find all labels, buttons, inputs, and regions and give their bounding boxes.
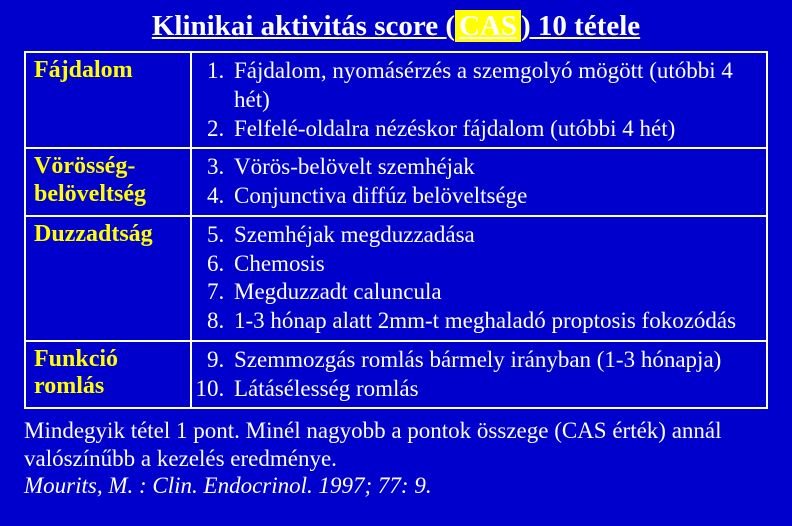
items-list: Vörös-belövelt szemhéjak Conjunctiva dif… — [200, 153, 760, 211]
list-item: 1-3 hónap alatt 2mm-t meghaladó proptosi… — [230, 307, 760, 336]
items-cell: Vörös-belövelt szemhéjak Conjunctiva dif… — [191, 148, 767, 216]
items-list: Fájdalom, nyomásérzés a szemgolyó mögött… — [200, 57, 760, 143]
list-item: Chemosis — [230, 250, 760, 279]
items-list: Szemmozgás romlás bármely irányban (1-3 … — [200, 346, 760, 404]
list-item: Megduzzadt caluncula — [230, 278, 760, 307]
list-item: Conjunctiva diffúz belöveltsége — [230, 182, 760, 211]
table-row: Duzzadtság Szemhéjak megduzzadása Chemos… — [25, 216, 767, 341]
footnote-citation: Mourits, M. : Clin. Endocrinol. 1997; 77… — [24, 473, 432, 498]
title-highlight: CAS — [455, 10, 521, 42]
items-list: Szemhéjak megduzzadása Chemosis Megduzza… — [200, 221, 760, 336]
cas-table: Fájdalom Fájdalom, nyomásérzés a szemgol… — [24, 51, 768, 409]
footnote-text: Mindegyik tétel 1 pont. Minél nagyobb a … — [24, 418, 722, 471]
category-cell: Funkció romlás — [25, 341, 191, 409]
title-post: ) 10 tétele — [521, 10, 640, 42]
list-item: Fájdalom, nyomásérzés a szemgolyó mögött… — [230, 57, 760, 115]
items-cell: Szemmozgás romlás bármely irányban (1-3 … — [191, 341, 767, 409]
list-item: Felfelé-oldalra nézéskor fájdalom (utóbb… — [230, 115, 760, 144]
table-row: Funkció romlás Szemmozgás romlás bármely… — [25, 341, 767, 409]
table-row: Vörösség-belöveltség Vörös-belövelt szem… — [25, 148, 767, 216]
list-item: Látásélesség romlás — [230, 375, 760, 404]
list-item: Szemmozgás romlás bármely irányban (1-3 … — [230, 346, 760, 375]
title-pre: Klinikai aktivitás score ( — [152, 10, 455, 42]
category-cell: Vörösség-belöveltség — [25, 148, 191, 216]
category-cell: Fájdalom — [25, 52, 191, 148]
list-item: Szemhéjak megduzzadása — [230, 221, 760, 250]
list-item: Vörös-belövelt szemhéjak — [230, 153, 760, 182]
table-row: Fájdalom Fájdalom, nyomásérzés a szemgol… — [25, 52, 767, 148]
items-cell: Szemhéjak megduzzadása Chemosis Megduzza… — [191, 216, 767, 341]
category-cell: Duzzadtság — [25, 216, 191, 341]
footnote: Mindegyik tétel 1 pont. Minél nagyobb a … — [24, 417, 768, 500]
slide: Klinikai aktivitás score (CAS) 10 tétele… — [0, 0, 792, 526]
slide-title: Klinikai aktivitás score (CAS) 10 tétele — [24, 10, 768, 43]
items-cell: Fájdalom, nyomásérzés a szemgolyó mögött… — [191, 52, 767, 148]
